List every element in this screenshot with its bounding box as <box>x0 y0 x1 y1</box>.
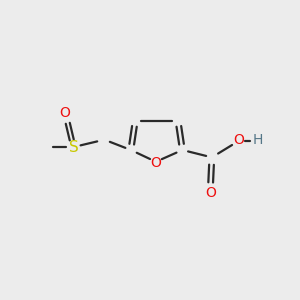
Text: H: H <box>252 133 263 147</box>
Text: O: O <box>59 106 70 120</box>
Text: O: O <box>233 133 244 147</box>
Text: O: O <box>151 156 161 170</box>
Text: S: S <box>69 140 78 154</box>
Text: O: O <box>205 186 216 200</box>
